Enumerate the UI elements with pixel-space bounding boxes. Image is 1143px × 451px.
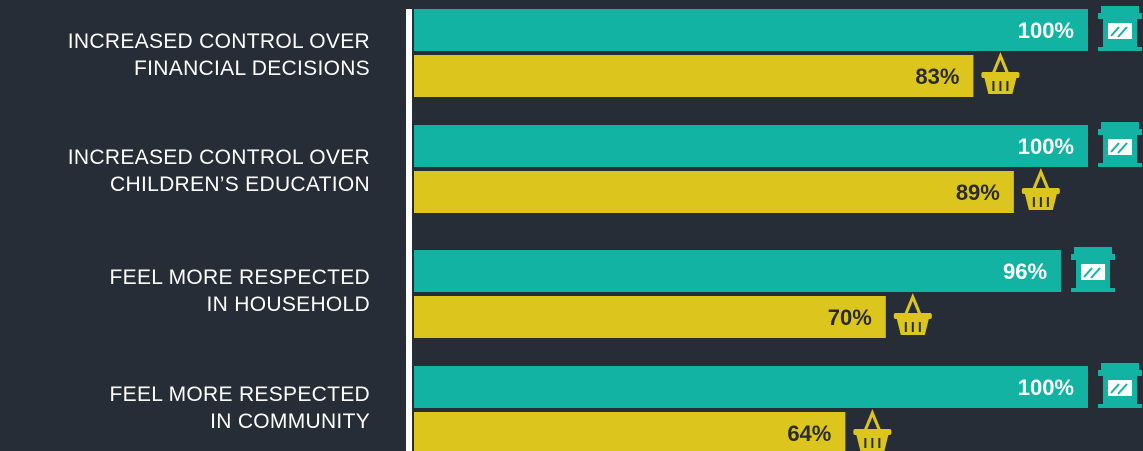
- category-label: INCREASED CONTROL OVER FINANCIAL DECISIO…: [0, 28, 370, 82]
- category-label-line: FINANCIAL DECISIONS: [134, 57, 370, 80]
- data-label: 70%: [828, 305, 872, 330]
- window-glint: [1117, 383, 1128, 395]
- data-label: 96%: [1003, 259, 1047, 284]
- bar: [414, 55, 974, 97]
- basket-handle: [1032, 168, 1050, 190]
- category-label-line: IN COMMUNITY: [210, 410, 370, 433]
- data-label: 100%: [1018, 375, 1074, 400]
- awning-edge: [1098, 13, 1142, 19]
- data-label: 89%: [956, 180, 1000, 205]
- data-label: 83%: [915, 64, 959, 89]
- window-glint: [1083, 267, 1093, 278]
- bar: [414, 171, 1014, 213]
- category-label: FEEL MORE RESPECTED IN HOUSEHOLD: [0, 264, 370, 318]
- shop-window: [1108, 380, 1132, 396]
- category-label-line: INCREASED CONTROL OVER: [67, 146, 370, 169]
- shop-window: [1108, 23, 1132, 39]
- basket-rim: [853, 429, 892, 435]
- shop-base: [1098, 163, 1142, 167]
- storefront-icon: [1098, 363, 1142, 408]
- awning-edge: [1098, 129, 1142, 135]
- storefront-icon: [1098, 122, 1142, 167]
- shop-base: [1071, 288, 1116, 292]
- basket-rim: [981, 72, 1020, 78]
- basket-handle: [992, 52, 1009, 74]
- window-glint: [1090, 267, 1101, 279]
- shopping-basket-icon: [893, 293, 932, 335]
- shopping-basket-icon: [853, 409, 892, 451]
- awning-edge: [1071, 254, 1116, 260]
- bar: [414, 250, 1062, 292]
- awning: [1101, 6, 1139, 13]
- window-glint: [1110, 383, 1120, 394]
- shopping-basket-icon: [1021, 168, 1060, 210]
- shop-window: [1108, 139, 1132, 155]
- window-glint: [1110, 26, 1120, 37]
- bar: [414, 366, 1088, 408]
- awning: [1074, 247, 1113, 254]
- window-glint: [1117, 142, 1128, 154]
- window-glint: [1110, 142, 1120, 153]
- category-label-line: FEEL MORE RESPECTED: [109, 383, 370, 406]
- basket-rim: [1021, 188, 1060, 194]
- basket-handle: [904, 293, 922, 315]
- category-label-line: IN HOUSEHOLD: [206, 293, 370, 316]
- axis-line: [406, 9, 412, 451]
- shop-window: [1081, 264, 1106, 280]
- bar: [414, 412, 846, 451]
- bar: [414, 9, 1088, 51]
- category-label-line: CHILDREN’S EDUCATION: [110, 173, 370, 196]
- category-label-line: INCREASED CONTROL OVER: [67, 30, 370, 53]
- awning: [1101, 122, 1139, 129]
- awning-edge: [1098, 370, 1142, 376]
- category-label: INCREASED CONTROL OVER CHILDREN’S EDUCAT…: [0, 144, 370, 198]
- shopping-basket-icon: [981, 52, 1020, 94]
- category-label: FEEL MORE RESPECTED IN COMMUNITY: [0, 381, 370, 435]
- shop-base: [1098, 404, 1142, 408]
- basket-handle: [863, 409, 881, 431]
- basket-rim: [893, 313, 932, 319]
- data-label: 100%: [1018, 18, 1074, 43]
- window-glint: [1117, 26, 1128, 38]
- data-label: 64%: [787, 421, 831, 446]
- data-label: 100%: [1018, 134, 1074, 159]
- shop-base: [1098, 47, 1142, 51]
- storefront-icon: [1098, 6, 1142, 51]
- awning: [1101, 363, 1139, 370]
- storefront-icon: [1071, 247, 1116, 292]
- bar: [414, 125, 1088, 167]
- bar: [414, 296, 886, 338]
- category-label-line: FEEL MORE RESPECTED: [109, 266, 370, 289]
